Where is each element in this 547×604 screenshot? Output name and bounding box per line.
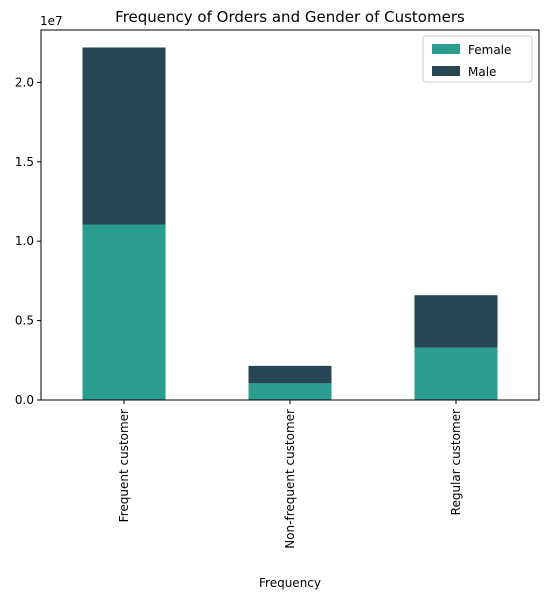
- legend-label-female: Female: [468, 43, 511, 57]
- y-tick-label: 0.0: [15, 393, 34, 407]
- legend-swatch-male: [432, 66, 460, 76]
- bars-layer: [82, 47, 498, 400]
- bar-female-1: [82, 224, 166, 400]
- bar-female-2: [248, 383, 332, 400]
- y-tick-label: 1.5: [15, 155, 34, 169]
- x-tick-label: Frequent customer: [117, 409, 131, 522]
- y-tick-label: 1.0: [15, 234, 34, 248]
- legend-swatch-female: [432, 44, 460, 54]
- bar-female-3: [414, 347, 498, 400]
- chart-title: Frequency of Orders and Gender of Custom…: [115, 8, 465, 26]
- bar-male-1: [82, 47, 166, 225]
- y-ticks-layer: 0.0 0.5 1.0 1.5 2.0: [15, 75, 41, 407]
- y-tick-label: 2.0: [15, 75, 34, 89]
- legend-label-male: Male: [468, 65, 496, 79]
- y-tick-label: 0.5: [15, 314, 34, 328]
- bar-male-3: [414, 295, 498, 348]
- x-tick-label: Non-frequent customer: [283, 409, 297, 549]
- y-axis-offset-label: 1e7: [40, 14, 63, 28]
- x-tick-label: Regular customer: [449, 409, 463, 515]
- x-axis-label: Frequency: [259, 576, 321, 590]
- legend: Female Male: [422, 35, 533, 83]
- bar-male-2: [248, 365, 332, 384]
- x-ticks-layer: Frequent customer Non-frequent customer Re…: [117, 400, 463, 549]
- plot-frame: [40, 29, 540, 401]
